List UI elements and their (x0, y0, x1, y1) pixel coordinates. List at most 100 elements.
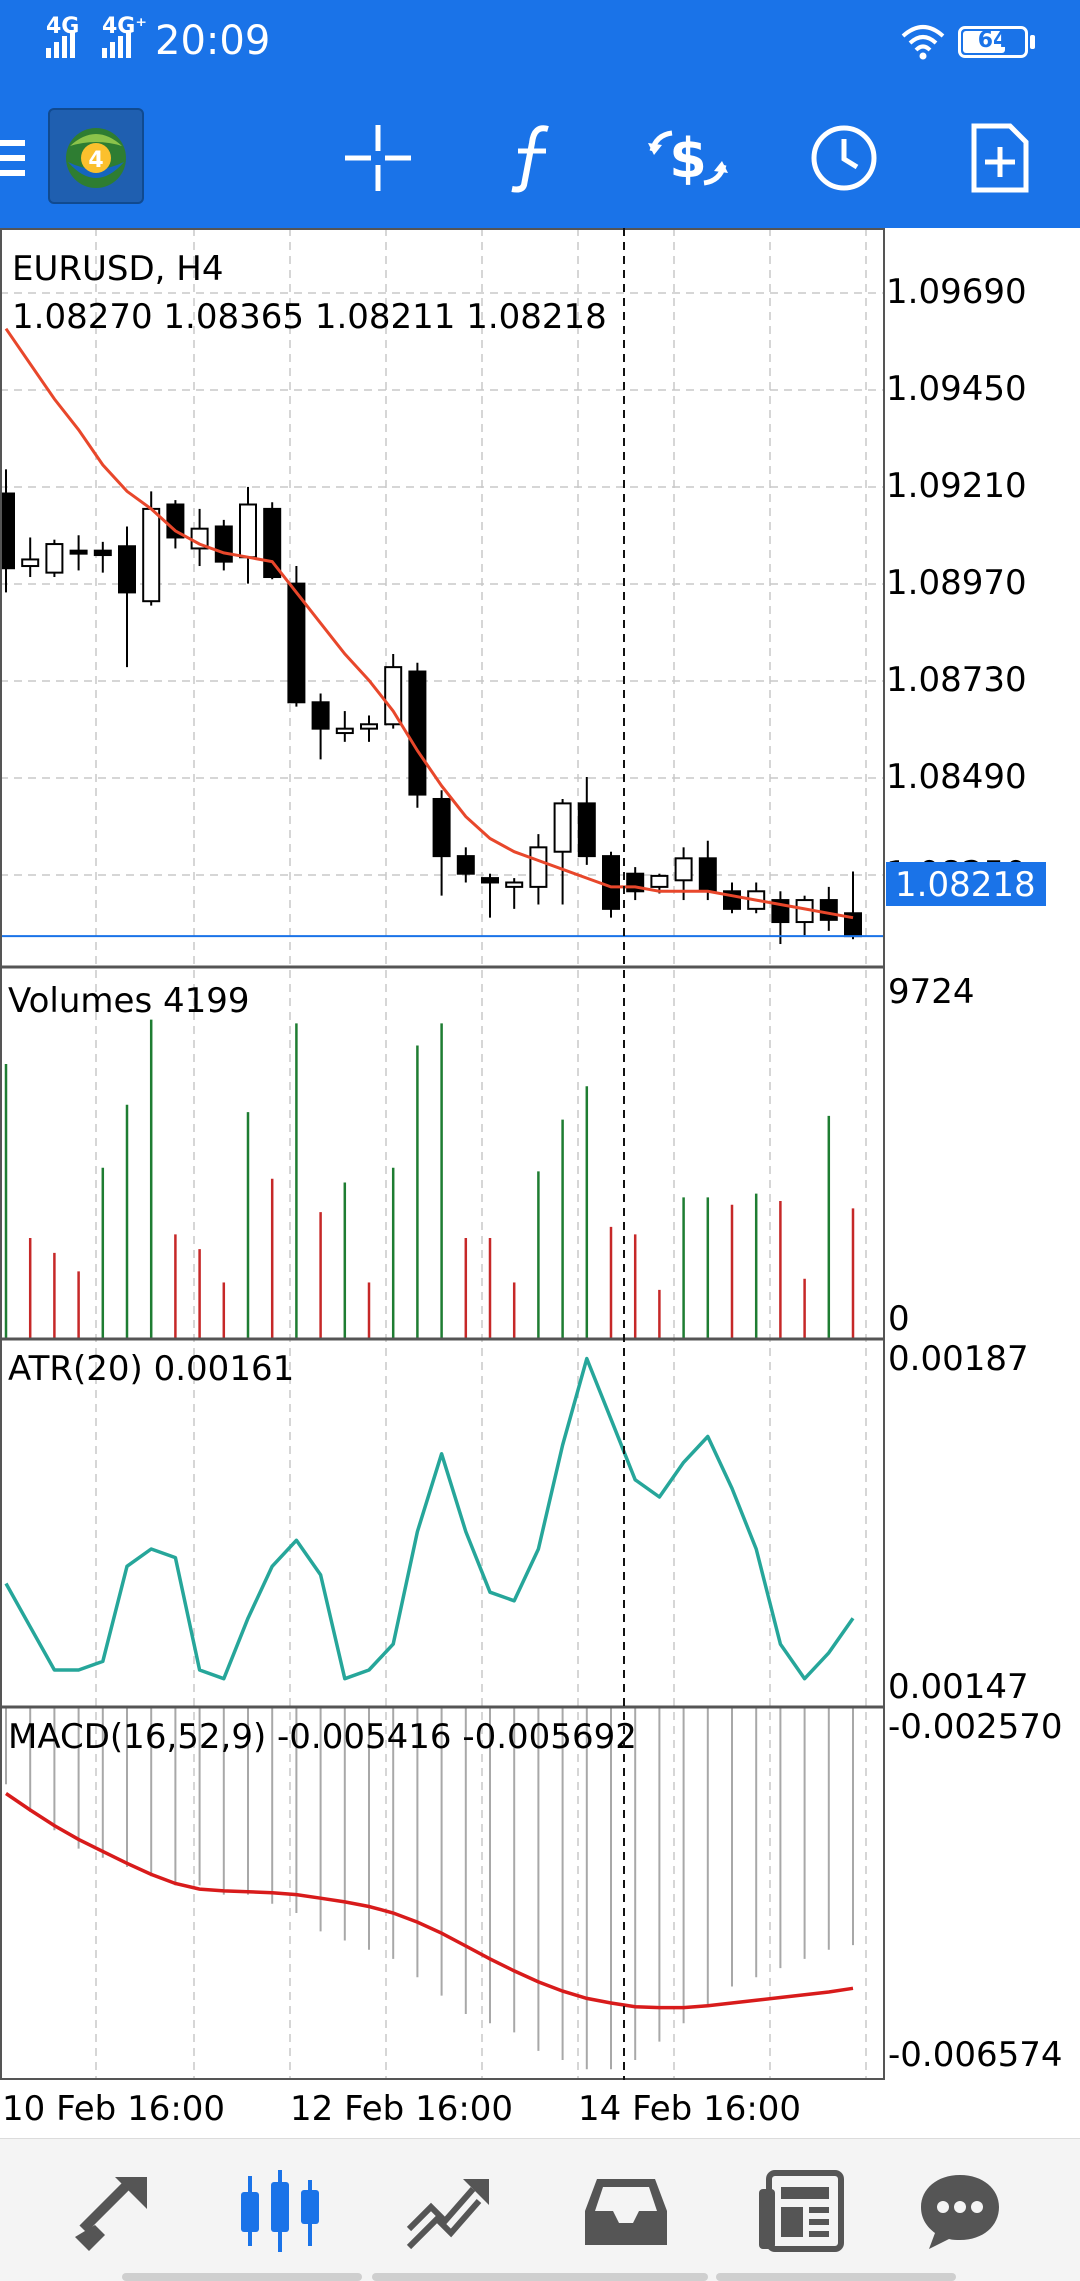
chart-svg[interactable]: 1.09690 1.09450 1.09210 1.08970 1.08730 … (0, 228, 1080, 2138)
nav-history[interactable] (566, 2161, 686, 2261)
toolbar: 4 $ (0, 88, 1080, 228)
nav-trade[interactable] (388, 2161, 508, 2261)
price-pane (0, 327, 884, 945)
candle (408, 670, 427, 796)
macd-min-label: -0.006574 (888, 2035, 1063, 2075)
svg-text:4: 4 (88, 148, 103, 173)
timeframe-button[interactable] (786, 100, 902, 216)
macd-pane (5, 1708, 854, 2070)
price-tick: 1.08490 (886, 757, 1027, 797)
chart-icon (241, 2170, 319, 2252)
price-tick: 1.08970 (886, 563, 1027, 603)
atr-line (4, 1356, 855, 1681)
atr-pane (4, 1356, 855, 1681)
mt4-logo[interactable]: 4 (48, 108, 144, 204)
atr-max-label: 0.00187 (888, 1339, 1029, 1379)
menu-icon (0, 140, 25, 176)
candle (287, 582, 306, 704)
candle (698, 857, 717, 893)
crosshair-button[interactable] (320, 100, 436, 216)
trade-nav-icon (406, 2179, 489, 2250)
candle (602, 855, 620, 910)
nav-quotes[interactable] (50, 2161, 170, 2261)
nav-chat[interactable] (900, 2161, 1020, 2261)
new-chart-button[interactable] (942, 100, 1058, 216)
candle (69, 549, 88, 555)
new-chart-icon (971, 123, 1029, 193)
current-price-label-bg (886, 862, 1046, 906)
nav-indicator (372, 2273, 708, 2281)
macd-label: MACD(16,52,9) -0.005416 -0.005692 (8, 1717, 637, 1757)
price-tick: 1.08730 (886, 660, 1027, 700)
mt4-logo-icon: 4 (66, 128, 126, 188)
candle (384, 666, 403, 726)
atr-label: ATR(20) 0.00161 (8, 1349, 294, 1389)
menu-button[interactable] (0, 100, 40, 216)
price-tick: 1.09210 (886, 466, 1027, 506)
candle (142, 507, 161, 603)
pane-borders (0, 228, 885, 2080)
candle (432, 797, 451, 858)
indicators-button[interactable] (476, 100, 592, 216)
candle (118, 545, 136, 594)
signal-icon (102, 30, 131, 58)
timeframe-icon (811, 125, 877, 191)
candle (0, 492, 15, 570)
nav-chart[interactable] (220, 2161, 340, 2261)
indicators-icon (511, 125, 549, 193)
history-icon (585, 2179, 667, 2245)
network-2: 4G⁺ (102, 14, 147, 39)
bottom-navigation (0, 2138, 1080, 2281)
candle (674, 857, 693, 882)
volume-pane (4, 1019, 855, 1338)
battery-level: 64 (977, 28, 1009, 53)
volumes-max-label: 9724 (888, 972, 975, 1012)
chat-icon (921, 2175, 999, 2249)
macd-signal-line (5, 1792, 854, 2010)
time-tick: 12 Feb 16:00 (290, 2089, 513, 2129)
candle (577, 802, 596, 858)
candle (239, 503, 257, 559)
volumes-min-label: 0 (888, 1299, 910, 1339)
candle (360, 723, 378, 730)
status-bar: 4G 4G⁺ 20:09 64 (0, 0, 1080, 88)
chart-border (0, 228, 885, 2080)
nav-indicator (716, 2273, 956, 2281)
svg-text:$: $ (669, 127, 707, 190)
signal-icon (46, 30, 75, 58)
wifi-icon (901, 25, 945, 60)
volumes-label: Volumes 4199 (8, 981, 250, 1021)
candle (650, 874, 669, 888)
candle (819, 899, 838, 921)
price-tick: 1.09450 (886, 369, 1027, 409)
chart-area[interactable]: 1.09690 1.09450 1.09210 1.08970 1.08730 … (0, 228, 1080, 2138)
ohlc-label: 1.08270 1.08365 1.08211 1.08218 (12, 297, 607, 337)
battery-icon: 64 (958, 26, 1028, 58)
candle (529, 846, 548, 888)
atr-min-label: 0.00147 (888, 1667, 1029, 1707)
time-tick: 14 Feb 16:00 (578, 2089, 801, 2129)
symbol-label: EURUSD, H4 (12, 249, 223, 289)
quotes-icon (75, 2177, 147, 2251)
candle (311, 701, 330, 730)
candle (93, 549, 112, 557)
candle (456, 855, 475, 875)
price-tick: 1.09690 (886, 272, 1027, 312)
nav-news[interactable] (740, 2161, 860, 2261)
candle (335, 727, 354, 735)
time-tick: 10 Feb 16:00 (2, 2089, 225, 2129)
candle (214, 525, 233, 563)
current-price-label: 1.08218 (895, 865, 1036, 905)
moving-average-line (4, 327, 854, 920)
candle (505, 881, 524, 888)
clock: 20:09 (155, 18, 271, 64)
nav-indicator (122, 2273, 362, 2281)
candle (21, 558, 40, 568)
trade-button[interactable]: $ (630, 100, 746, 216)
news-icon (759, 2170, 844, 2252)
candle (553, 802, 572, 853)
macd-max-label: -0.002570 (888, 1707, 1063, 1747)
crosshair-icon (345, 125, 411, 191)
candle (481, 877, 499, 884)
trade-icon: $ (648, 127, 728, 190)
